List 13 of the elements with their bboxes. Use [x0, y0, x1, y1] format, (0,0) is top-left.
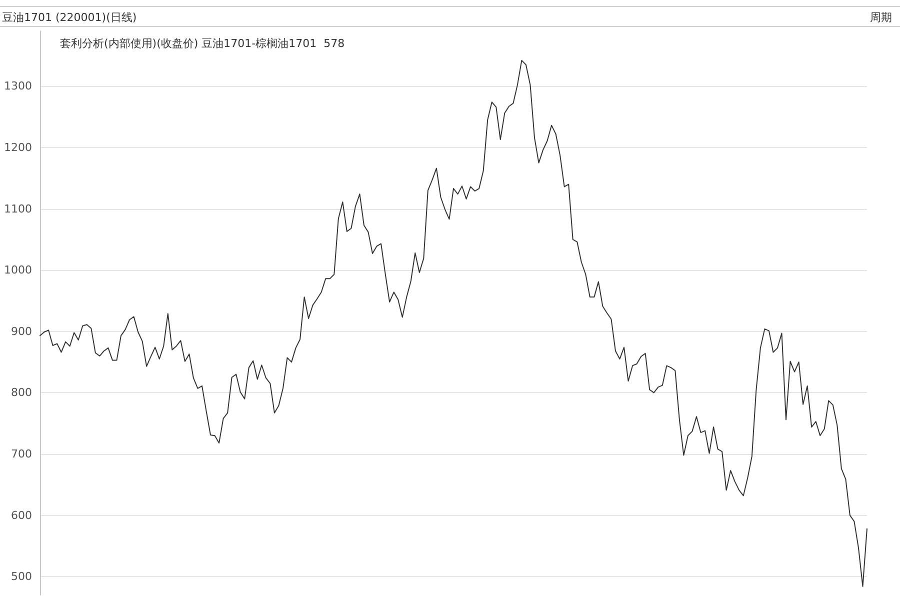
y-tick-label: 1200 — [4, 140, 32, 154]
y-tick-label: 1100 — [4, 202, 32, 216]
y-tick-label: 700 — [11, 448, 32, 460]
y-tick-label: 600 — [11, 508, 32, 522]
y-tick-label: 900 — [11, 324, 32, 338]
chart-title: 豆油1701 (220001)(日线) — [2, 10, 137, 25]
y-tick-label: 1300 — [4, 80, 32, 93]
line-series — [40, 60, 868, 587]
y-tick-label: 1000 — [4, 264, 32, 277]
text: 周期 — [870, 10, 892, 25]
y-tick-label: 800 — [11, 386, 32, 400]
y-tick-label: 500 — [11, 570, 32, 584]
text: 套利分析(内部使用)(收盘价) 豆油1701-棕榈油1701 578 — [60, 37, 345, 50]
